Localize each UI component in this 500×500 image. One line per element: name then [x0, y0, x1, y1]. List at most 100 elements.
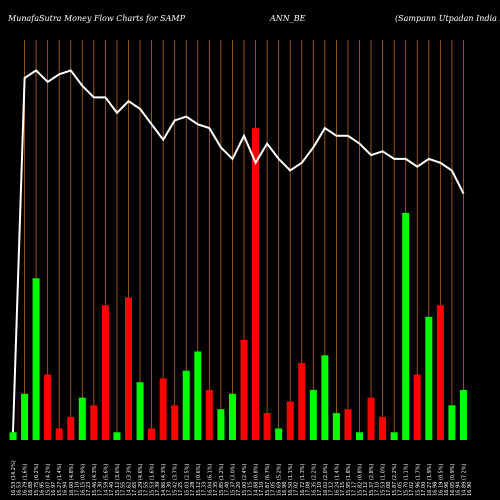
x-secondary-label: 17.30 [97, 482, 103, 496]
x-secondary-label: 16.53 [17, 482, 23, 496]
money-flow-bar [67, 416, 75, 440]
money-flow-bar [113, 432, 121, 440]
x-secondary-label: 17.40 [224, 482, 230, 496]
x-tick-label: 16.04 (6.1%) [207, 463, 213, 496]
chart-title-company: (Sampann Utpadan India Li [395, 14, 500, 23]
money-flow-bar [321, 355, 329, 440]
x-tick-label: 15.70 (1.1%) [404, 463, 410, 496]
chart-title-left: MunafaSutra Money Flow Charts for SAMP [8, 14, 185, 23]
money-flow-bar [390, 432, 398, 440]
money-flow-bar [32, 278, 40, 440]
x-secondary-label: 17.00 [421, 482, 427, 496]
money-flow-bar [21, 393, 29, 440]
money-flow-bar [228, 393, 236, 440]
money-flow-bar [367, 397, 375, 440]
x-tick-label: 14.88 (0.8%) [254, 463, 260, 496]
x-tick-label: 15.87 (6.7%) [265, 463, 271, 496]
x-secondary-label: 17.39 [155, 482, 161, 496]
money-flow-bar [101, 305, 109, 440]
x-tick-label: 16.53 (14.2%) [11, 460, 17, 496]
money-flow-bar [205, 389, 213, 440]
x-tick-label: 14.62 (3.3%) [127, 463, 133, 496]
x-tick-label: 15.53 (1.6%) [150, 463, 156, 496]
money-flow-bar [332, 413, 340, 440]
x-secondary-label: 17.10 [375, 482, 381, 496]
x-tick-label: 16.27 (1.9%) [427, 463, 433, 496]
money-flow-bar [459, 389, 467, 440]
chart-title-symbol: ANN_BE [270, 14, 306, 23]
x-secondary-label: 17.25 [178, 482, 184, 496]
x-tick-label: 15.03 (2.5%) [184, 463, 190, 496]
x-secondary-label: 17.20 [236, 482, 242, 496]
x-tick-label: 16.02 (2.0%) [323, 463, 329, 496]
x-secondary-label: 17.08 [386, 482, 392, 496]
x-secondary-label: 16.97 [51, 482, 57, 496]
x-secondary-label: 17.55 [144, 482, 150, 496]
x-tick-label: 14.59 (5.6%) [103, 463, 109, 496]
x-tick-label: 15.37 (3.0%) [230, 463, 236, 496]
x-secondary-label: 17.05 [398, 482, 404, 496]
x-tick-label: 15.42 (3.7%) [173, 463, 179, 496]
x-tick-label: 15.07 (4.2%) [46, 463, 52, 496]
x-secondary-label: 17.12 [328, 482, 334, 496]
money-flow-bar [263, 413, 271, 440]
money-flow-bar [275, 428, 283, 440]
x-tick-label: 16.19 (0.5%) [438, 463, 444, 496]
money-flow-bar [136, 382, 144, 440]
x-secondary-label: 17.17 [351, 482, 357, 496]
x-tick-label: 15.00 (2.4%) [242, 463, 248, 496]
x-tick-label: 16.00 (4.8%) [69, 463, 75, 496]
x-tick-label: 15.12 (3.6%) [115, 463, 121, 496]
x-tick-label: 16.69 (5.2%) [277, 463, 283, 496]
x-secondary-label: 16.98 [282, 482, 288, 496]
money-flow-bar [194, 351, 202, 440]
x-tick-label: 15.82 (0.8%) [358, 463, 364, 496]
x-tick-label: 15.95 (1.8%) [346, 463, 352, 496]
x-tick-label: 16.79 (1.6%) [23, 463, 29, 496]
x-secondary-label: 17.05 [271, 482, 277, 496]
money-flow-bar [44, 374, 52, 440]
x-secondary-label: 17.28 [190, 482, 196, 496]
money-flow-bar [182, 370, 190, 440]
money-flow-bar [9, 432, 17, 440]
money-flow-bar [240, 339, 248, 440]
x-tick-label: 16.05 (0.9%) [450, 463, 456, 496]
x-secondary-label: 17.12 [363, 482, 369, 496]
money-flow-bar [356, 432, 363, 440]
money-flow-bar [286, 401, 294, 440]
x-secondary-label: 17.55 [120, 482, 126, 496]
x-secondary-label: 17.10 [317, 482, 323, 496]
price-line [12, 69, 465, 433]
x-secondary-label: 17.35 [213, 482, 219, 496]
x-secondary-label: 17.30 [167, 482, 173, 496]
x-secondary-label: 17.15 [340, 482, 346, 496]
money-flow-bar [425, 316, 433, 440]
x-tick-label: 15.27 (1.4%) [57, 463, 63, 496]
x-tick-label: 16.35 (2.2%) [311, 463, 317, 496]
x-secondary-label: 16.94 [455, 482, 461, 496]
x-secondary-label: 16.94 [63, 482, 69, 496]
x-tick-label: 15.85 (1.2%) [219, 463, 225, 496]
money-flow-bar [78, 397, 86, 440]
x-tick-label: 15.53 (1.0%) [381, 463, 387, 496]
x-tick-label: 15.37 (2.8%) [369, 463, 375, 496]
money-flow-bar [90, 405, 98, 440]
x-secondary-label: 16.96 [444, 482, 450, 496]
x-tick-label: 14.89 (7.2%) [461, 463, 467, 496]
money-flow-bar [125, 297, 132, 440]
money-flow-bar [171, 405, 179, 440]
money-flow-bar [217, 409, 225, 440]
money-flow-bar [159, 378, 167, 440]
money-flow-bar [252, 128, 260, 440]
x-secondary-label: 17.15 [248, 482, 254, 496]
x-tick-label: 15.46 (4.3%) [92, 463, 98, 496]
money-flow-bar [402, 212, 410, 440]
money-flow-bar [413, 374, 421, 440]
money-flow-bar [148, 428, 156, 440]
x-secondary-label: 17.65 [132, 482, 138, 496]
x-secondary-label: 17.33 [201, 482, 207, 496]
x-secondary-label: 16.95 [40, 482, 46, 496]
money-flow-bar [55, 428, 63, 440]
